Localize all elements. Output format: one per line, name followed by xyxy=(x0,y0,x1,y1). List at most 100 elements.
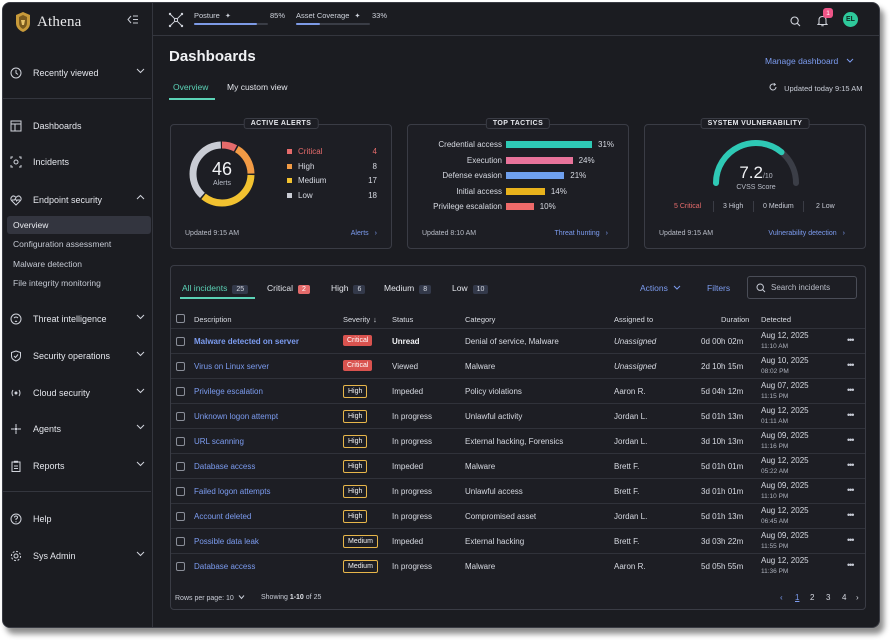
table-row[interactable]: Virus on Linux server Critical Viewed Malwa… xyxy=(171,353,865,378)
incident-description[interactable]: URL scanning xyxy=(194,437,244,446)
filters-button[interactable]: Filters xyxy=(707,283,731,293)
row-checkbox[interactable] xyxy=(176,537,185,546)
table-row[interactable]: Failed logon attempts High In progress Unla… xyxy=(171,478,865,503)
rows-per-page[interactable]: Rows per page: 10 xyxy=(175,594,245,602)
collapse-sidebar-icon[interactable] xyxy=(127,15,138,27)
search-icon[interactable] xyxy=(790,14,801,32)
tab-my-custom-view[interactable]: My custom view xyxy=(227,82,288,92)
table-row[interactable]: URL scanning High In progress External hack… xyxy=(171,428,865,453)
table-row[interactable]: Account deleted High In progress Compromise… xyxy=(171,503,865,528)
row-checkbox[interactable] xyxy=(176,437,185,446)
brand[interactable]: Athena xyxy=(13,11,82,33)
sub-item-overview[interactable]: Overview xyxy=(7,216,151,234)
row-checkbox[interactable] xyxy=(176,387,185,396)
avatar[interactable]: EL xyxy=(843,12,858,27)
sidebar-item-label: Dashboards xyxy=(33,121,82,131)
incident-description[interactable]: Virus on Linux server xyxy=(194,362,269,371)
column-header-status[interactable]: Status xyxy=(392,315,414,324)
more-options-icon[interactable]: ••• xyxy=(847,410,855,420)
row-checkbox[interactable] xyxy=(176,562,185,571)
sub-item-file-integrity-monitoring[interactable]: File integrity monitoring xyxy=(13,278,101,288)
row-checkbox[interactable] xyxy=(176,337,185,346)
tab-critical[interactable]: Critical 2 xyxy=(267,283,310,294)
table-row[interactable]: Unknown logon attempt High In progress Unla… xyxy=(171,403,865,428)
alerts-link[interactable]: Alerts › xyxy=(351,230,377,237)
column-header-severity[interactable]: Severity ↓ xyxy=(343,315,377,324)
tab-medium[interactable]: Medium 8 xyxy=(384,283,432,294)
sidebar-item-threat-intelligence[interactable]: Threat intelligence xyxy=(9,309,149,329)
more-options-icon[interactable]: ••• xyxy=(847,335,855,345)
incident-description[interactable]: Possible data leak xyxy=(194,537,259,546)
incident-description[interactable]: Failed logon attempts xyxy=(194,487,271,496)
recently-viewed[interactable]: Recently viewed xyxy=(9,63,149,83)
page-3[interactable]: 3 xyxy=(826,593,831,602)
actions-button[interactable]: Actions xyxy=(640,283,681,293)
page-4[interactable]: 4 xyxy=(842,593,847,602)
legend-value: 17 xyxy=(368,176,377,185)
sidebar-item-reports[interactable]: Reports xyxy=(9,456,149,476)
network-icon[interactable] xyxy=(168,12,184,33)
incident-description[interactable]: Malware detected on server xyxy=(194,337,299,346)
table-row[interactable]: Database access Medium In progress Malware A… xyxy=(171,553,865,578)
row-checkbox[interactable] xyxy=(176,412,185,421)
sidebar-item-dashboards[interactable]: Dashboards xyxy=(9,116,149,136)
column-header-duration[interactable]: Duration xyxy=(721,315,750,324)
bell-icon[interactable] xyxy=(816,14,829,32)
table-row[interactable]: Malware detected on server Critical Unread… xyxy=(171,328,865,353)
table-row[interactable]: Database access High Impeded Malware Brett F… xyxy=(171,453,865,478)
refresh-icon[interactable] xyxy=(769,82,777,93)
more-options-icon[interactable]: ••• xyxy=(847,510,855,520)
incident-detected: Aug 12, 2025 05:22 AM xyxy=(761,456,809,477)
more-options-icon[interactable]: ••• xyxy=(847,435,855,445)
incident-description[interactable]: Privilege escalation xyxy=(194,387,263,396)
column-header-detected[interactable]: Detected xyxy=(761,315,792,324)
more-options-icon[interactable]: ••• xyxy=(847,385,855,395)
asset-coverage-metric[interactable]: Asset Coverage ✦ 33% xyxy=(296,11,388,25)
manage-dashboard-button[interactable]: Manage dashboard xyxy=(765,56,854,66)
sidebar-item-incidents[interactable]: Incidents xyxy=(9,152,149,172)
sub-item-malware-detection[interactable]: Malware detection xyxy=(13,259,82,269)
sidebar-item-agents[interactable]: Agents xyxy=(9,419,149,439)
column-header-description[interactable]: Description xyxy=(194,315,232,324)
more-options-icon[interactable]: ••• xyxy=(847,460,855,470)
table-row[interactable]: Privilege escalation High Impeded Policy vi… xyxy=(171,378,865,403)
row-checkbox[interactable] xyxy=(176,362,185,371)
incident-duration: 3d 03h 22m xyxy=(701,537,744,546)
sidebar-item-help[interactable]: Help xyxy=(9,509,149,529)
sidebar-item-cloud-security[interactable]: Cloud security xyxy=(9,383,149,403)
tab-low[interactable]: Low 10 xyxy=(452,283,489,294)
prev-page-icon[interactable]: ‹ xyxy=(780,593,783,602)
incident-description[interactable]: Database access xyxy=(194,462,256,471)
incident-description[interactable]: Database access xyxy=(194,562,256,571)
sidebar-item-endpoint-security[interactable]: Endpoint security xyxy=(9,190,149,210)
chevron-down-icon xyxy=(136,312,145,323)
incident-description[interactable]: Account deleted xyxy=(194,512,252,521)
sub-item-configuration-assessment[interactable]: Configuration assessment xyxy=(13,239,112,249)
sidebar-item-security-operations[interactable]: Security operations xyxy=(9,346,149,366)
column-header-category[interactable]: Category xyxy=(465,315,496,324)
next-page-icon[interactable]: › xyxy=(856,593,859,602)
search-input[interactable]: Search incidents xyxy=(747,276,857,299)
gauge-fill xyxy=(713,140,785,186)
threat-hunting-link[interactable]: Threat hunting › xyxy=(555,230,609,237)
page-2[interactable]: 2 xyxy=(810,593,815,602)
more-options-icon[interactable]: ••• xyxy=(847,535,855,545)
select-all-checkbox[interactable] xyxy=(176,314,185,323)
more-options-icon[interactable]: ••• xyxy=(847,360,855,370)
row-checkbox[interactable] xyxy=(176,512,185,521)
tab-all-incidents[interactable]: All incidents 25 xyxy=(182,283,249,294)
sidebar-item-sys-admin[interactable]: Sys Admin xyxy=(9,546,149,566)
row-checkbox[interactable] xyxy=(176,462,185,471)
posture-metric[interactable]: Posture ✦ 85% xyxy=(194,11,286,25)
actions-label: Actions xyxy=(640,283,668,293)
vulnerability-detection-link[interactable]: Vulnerability detection › xyxy=(768,230,845,237)
tab-overview[interactable]: Overview xyxy=(173,82,209,92)
table-row[interactable]: Possible data leak Medium Impeded External … xyxy=(171,528,865,553)
row-checkbox[interactable] xyxy=(176,487,185,496)
page-1[interactable]: 1 xyxy=(795,593,800,602)
more-options-icon[interactable]: ••• xyxy=(847,560,855,570)
incident-description[interactable]: Unknown logon attempt xyxy=(194,412,279,421)
more-options-icon[interactable]: ••• xyxy=(847,485,855,495)
column-header-assigned-to[interactable]: Assigned to xyxy=(614,315,654,324)
tab-high[interactable]: High 6 xyxy=(331,283,366,294)
